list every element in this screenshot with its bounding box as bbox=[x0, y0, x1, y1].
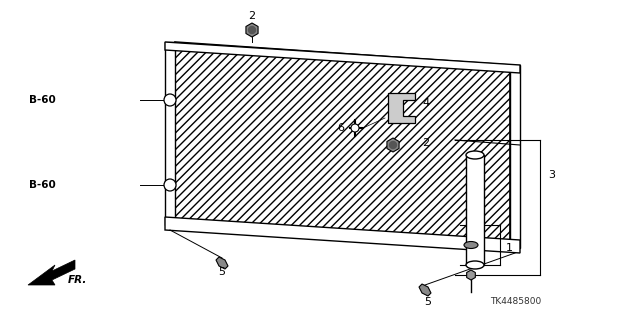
Text: 4: 4 bbox=[422, 98, 429, 108]
Ellipse shape bbox=[466, 261, 484, 269]
Polygon shape bbox=[510, 65, 520, 248]
Text: 6: 6 bbox=[337, 123, 344, 133]
Ellipse shape bbox=[466, 151, 484, 159]
Text: TK4485800: TK4485800 bbox=[490, 298, 541, 307]
Circle shape bbox=[164, 94, 176, 106]
Polygon shape bbox=[387, 138, 399, 152]
Text: 3: 3 bbox=[548, 170, 555, 180]
Text: B-60: B-60 bbox=[29, 95, 56, 105]
Bar bbox=[466, 155, 484, 265]
Text: 5: 5 bbox=[424, 297, 431, 307]
Circle shape bbox=[248, 26, 255, 33]
Circle shape bbox=[351, 124, 359, 132]
Text: FR.: FR. bbox=[68, 275, 88, 285]
Polygon shape bbox=[165, 42, 175, 225]
Circle shape bbox=[164, 179, 176, 191]
Polygon shape bbox=[165, 217, 520, 253]
Text: 5: 5 bbox=[218, 267, 225, 277]
Polygon shape bbox=[165, 42, 520, 73]
Polygon shape bbox=[216, 257, 228, 269]
Polygon shape bbox=[175, 42, 510, 248]
Circle shape bbox=[390, 142, 397, 149]
Text: 2: 2 bbox=[422, 138, 429, 148]
Polygon shape bbox=[419, 284, 431, 296]
Polygon shape bbox=[467, 270, 476, 280]
Text: 2: 2 bbox=[248, 11, 255, 21]
Polygon shape bbox=[388, 93, 415, 123]
Text: 1: 1 bbox=[506, 243, 513, 253]
Polygon shape bbox=[246, 23, 258, 37]
Text: B-60: B-60 bbox=[29, 180, 56, 190]
Polygon shape bbox=[28, 260, 75, 285]
Ellipse shape bbox=[464, 241, 478, 249]
